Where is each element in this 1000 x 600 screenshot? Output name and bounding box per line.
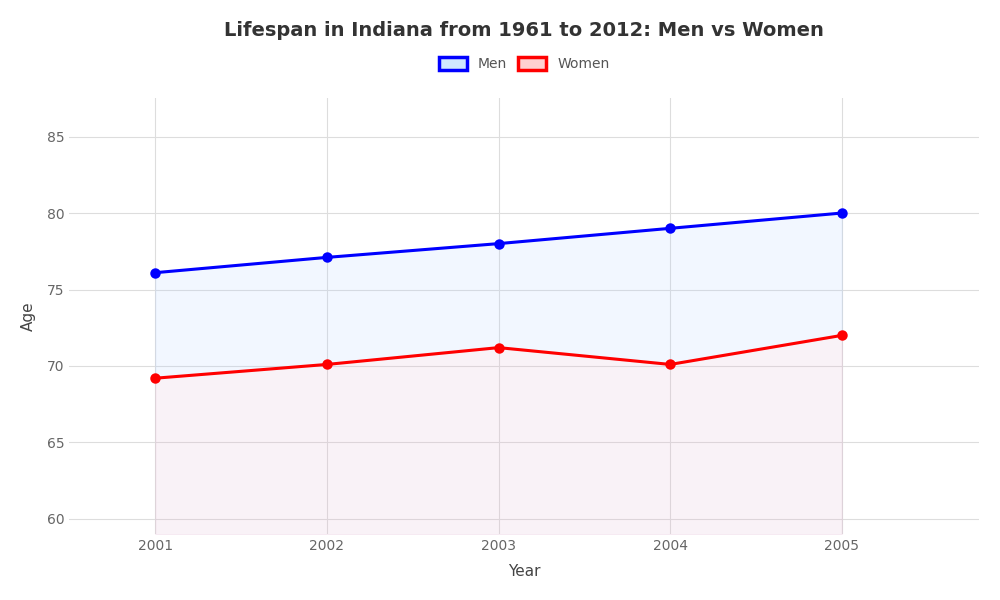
Legend: Men, Women: Men, Women xyxy=(439,58,609,71)
Title: Lifespan in Indiana from 1961 to 2012: Men vs Women: Lifespan in Indiana from 1961 to 2012: M… xyxy=(224,21,824,40)
X-axis label: Year: Year xyxy=(508,564,541,579)
Y-axis label: Age: Age xyxy=(21,301,36,331)
